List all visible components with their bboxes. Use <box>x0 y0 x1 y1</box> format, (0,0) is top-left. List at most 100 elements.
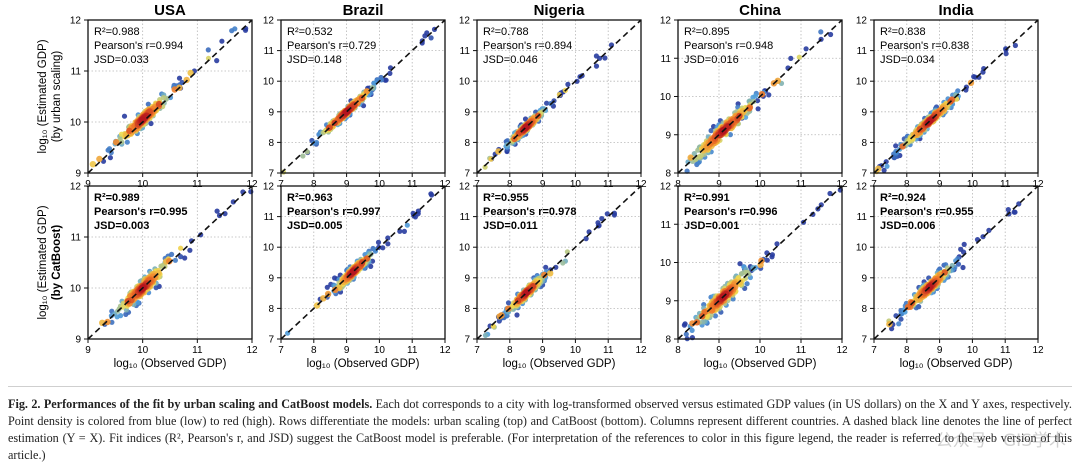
x-tick-label: 8 <box>507 179 513 190</box>
data-point <box>385 235 391 241</box>
watermark: 公众号 · GIS学术 <box>935 431 1066 451</box>
data-point <box>214 58 220 64</box>
y-tick-label: 9 <box>665 130 671 141</box>
data-point <box>896 321 902 327</box>
data-point <box>429 192 435 198</box>
y-tick-label: 12 <box>70 182 82 193</box>
stat-pearson: Pearson's r=0.995 <box>94 206 187 218</box>
stat-jsd: JSD=0.001 <box>684 220 739 232</box>
y-tick-label: 12 <box>660 16 672 27</box>
data-point <box>769 254 775 260</box>
y-tick-label: 8 <box>861 304 867 315</box>
x-tick-label: 7 <box>278 345 284 356</box>
data-point <box>881 167 887 173</box>
y-tick-label: 11 <box>264 46 275 57</box>
x-tick-label: 8 <box>311 179 317 190</box>
stat-r2: R²=0.532 <box>287 26 333 38</box>
y-tick-label: 8 <box>861 138 867 149</box>
data-point <box>1016 201 1022 207</box>
x-tick-label: 12 <box>635 345 647 356</box>
y-tick-label: 9 <box>665 296 671 307</box>
panel-title: Nigeria <box>534 2 586 19</box>
data-point <box>788 55 794 62</box>
caption-label: Fig. 2. <box>8 397 41 411</box>
plot-frame <box>476 19 642 174</box>
x-axis-label: log₁₀ (Observed GDP) <box>503 358 616 370</box>
data-point <box>602 55 608 61</box>
x-tick-label: 12 <box>439 179 451 190</box>
x-tick-label: 10 <box>570 179 582 190</box>
x-tick-label: 12 <box>836 345 848 356</box>
y-tick-label: 11 <box>857 46 868 57</box>
data-point <box>766 92 772 98</box>
identity-line <box>873 19 1039 174</box>
x-tick-label: 9 <box>937 179 943 190</box>
identity-line <box>476 19 642 174</box>
data-point <box>505 300 512 306</box>
plot-frame <box>873 185 1039 340</box>
data-point <box>730 296 736 302</box>
x-tick-label: 10 <box>967 179 979 190</box>
y-tick-label: 11 <box>661 220 672 231</box>
y-tick-label: 10 <box>263 243 275 254</box>
data-point <box>727 132 734 138</box>
data-point <box>755 106 761 112</box>
x-tick-label: 8 <box>311 345 317 356</box>
y-tick-label: 10 <box>70 284 82 295</box>
data-point <box>332 286 339 293</box>
data-point <box>543 264 549 270</box>
data-point <box>898 316 904 322</box>
data-point <box>205 47 211 53</box>
stat-pearson: Pearson's r=0.955 <box>880 206 973 218</box>
data-point <box>565 81 571 87</box>
y-axis-label: log₁₀ (Estimated GDP) <box>37 205 49 319</box>
y-tick-label: 11 <box>857 212 868 223</box>
data-point <box>108 150 114 156</box>
x-tick-label: 9 <box>716 179 722 190</box>
x-tick-label: 9 <box>937 345 943 356</box>
data-point <box>219 38 225 44</box>
x-tick-label: 11 <box>603 345 614 356</box>
y-tick-label: 10 <box>70 118 82 129</box>
stat-jsd: JSD=0.003 <box>94 220 149 232</box>
data-point <box>106 146 113 152</box>
stat-jsd: JSD=0.148 <box>287 54 342 66</box>
data-point <box>827 190 833 197</box>
x-tick-label: 8 <box>904 179 910 190</box>
data-point <box>89 161 97 168</box>
x-tick-label: 10 <box>137 345 149 356</box>
data-point <box>121 113 128 119</box>
data-point <box>986 227 992 233</box>
y-tick-label: 7 <box>464 169 470 180</box>
data-point <box>599 216 605 222</box>
data-point <box>1012 42 1019 49</box>
stat-jsd: JSD=0.046 <box>483 54 538 66</box>
data-point <box>178 245 184 251</box>
y-tick-label: 9 <box>268 107 274 118</box>
stat-pearson: Pearson's r=0.948 <box>684 40 773 52</box>
y-tick-label: 12 <box>459 16 471 27</box>
stat-pearson: Pearson's r=0.978 <box>483 206 576 218</box>
data-point <box>683 331 689 337</box>
x-tick-label: 7 <box>871 345 877 356</box>
data-point <box>126 127 133 134</box>
panel-urban-scaling-2: 7 8 9 10 11 12789101112NigeriaR²=0.788Pearson… <box>459 2 647 190</box>
identity-line <box>280 185 446 340</box>
stat-pearson: Pearson's r=0.838 <box>880 40 969 52</box>
data-point <box>972 74 979 80</box>
y-axis-sublabel: (by CatBoost) <box>51 225 63 301</box>
data-point <box>380 245 386 251</box>
identity-line <box>677 185 843 340</box>
y-tick-label: 7 <box>268 169 274 180</box>
panel-title: India <box>938 2 974 19</box>
x-tick-label: 11 <box>796 179 807 190</box>
data-point <box>155 100 163 108</box>
y-tick-label: 10 <box>459 243 471 254</box>
x-tick-label: 9 <box>540 345 546 356</box>
panel-urban-scaling-4: 7 8 9 10 11 12789101112IndiaR²=0.838Pearson's… <box>856 2 1044 190</box>
panel-title: USA <box>154 2 186 19</box>
data-point <box>401 228 407 234</box>
data-point <box>1005 207 1011 213</box>
